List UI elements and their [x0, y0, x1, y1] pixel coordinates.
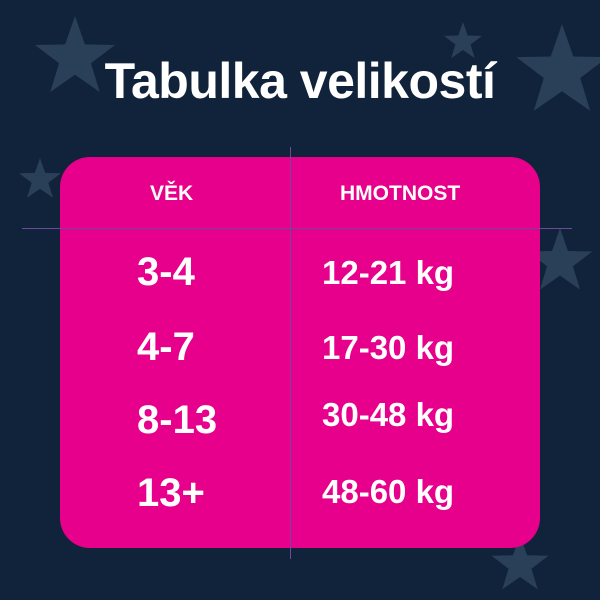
weight-cell: 12-21 kg	[322, 254, 455, 291]
page-title: Tabulka velikostí	[104, 53, 496, 109]
column-divider	[290, 147, 291, 559]
weight-cell: 17-30 kg	[322, 329, 455, 366]
header-divider	[22, 228, 572, 229]
age-cell: 4-7	[137, 325, 195, 369]
header-weight: HMOTNOST	[340, 182, 461, 205]
weight-cell: 48-60 kg	[322, 473, 455, 510]
size-table-card	[60, 157, 540, 548]
star-icon	[19, 158, 61, 198]
age-cell: 13+	[137, 471, 205, 515]
header-age: VĚK	[150, 182, 194, 205]
weight-cell: 30-48 kg	[322, 396, 455, 433]
age-cell: 8-13	[137, 398, 218, 442]
age-cell: 3-4	[137, 250, 195, 294]
